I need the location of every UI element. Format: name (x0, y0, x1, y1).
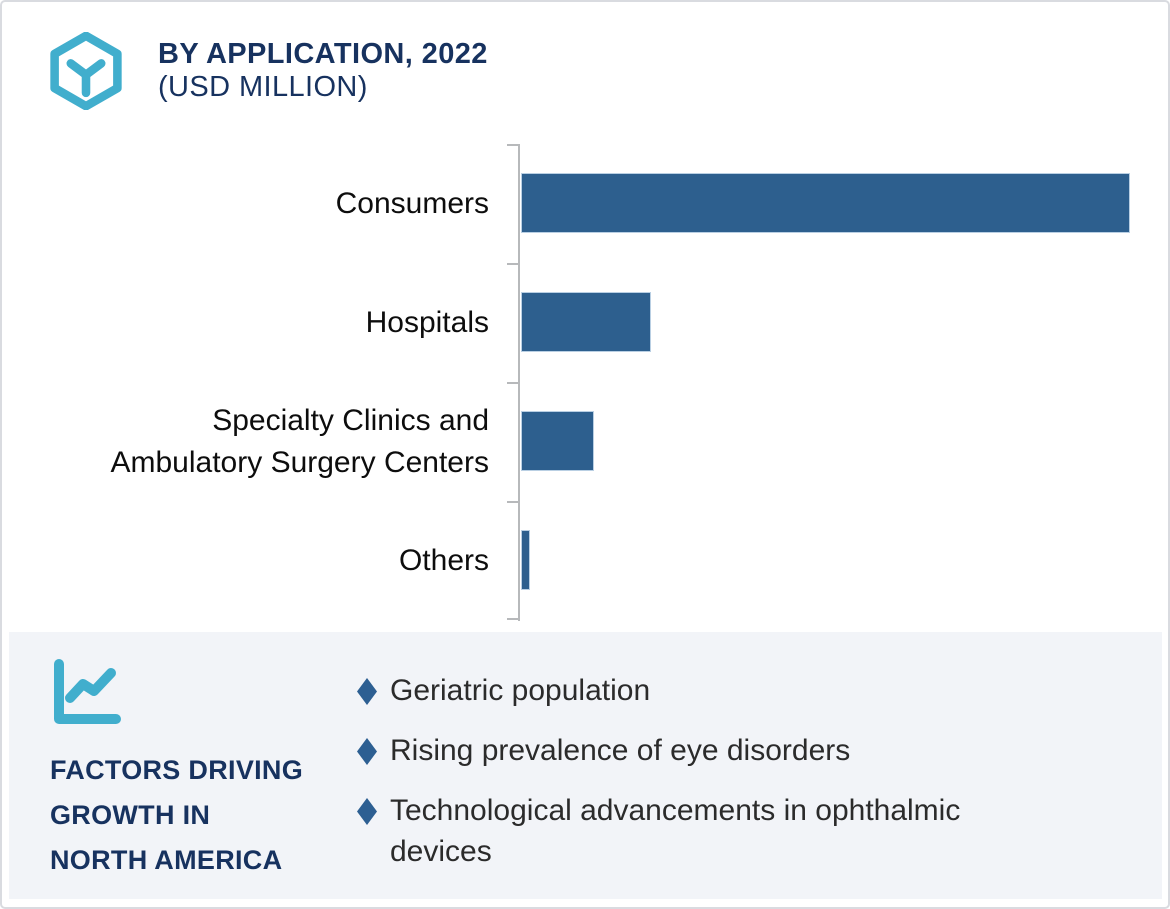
diamond-bullet-icon (357, 798, 377, 825)
panel-heading-line: NORTH AMERICA (50, 845, 283, 875)
factor-text: Geriatric population (390, 674, 651, 707)
chart-rows: Consumers Hospitals Specialty Clinics and A… (2, 144, 1168, 620)
factor-text: Technological advancements in ophthalmic… (390, 794, 961, 868)
axis-tick (507, 263, 519, 265)
factor-bullet: Geriatric population (357, 670, 1050, 711)
factor-bullet: Rising prevalence of eye disorders (357, 730, 1050, 771)
bar-0 (521, 173, 1130, 233)
diamond-bullet-icon (357, 738, 377, 765)
category-label: Hospitals (365, 305, 489, 339)
category-label: Consumers (335, 186, 489, 220)
y-axis-line (518, 144, 520, 621)
axis-tick (507, 618, 519, 620)
bar-chart: Consumers Hospitals Specialty Clinics and A… (2, 144, 1168, 621)
chart-row: Specialty Clinics and Ambulatory Surgery … (2, 382, 1168, 501)
category-label: Specialty Clinics and Ambulatory Surgery … (110, 403, 490, 479)
panel-heading: FACTORS DRIVING GROWTH IN NORTH AMERICA (50, 748, 303, 883)
bar-2 (521, 411, 595, 471)
panel-heading-line: GROWTH IN (50, 800, 211, 830)
chart-row: Hospitals (2, 263, 1168, 382)
axis-tick (507, 144, 519, 146)
factor-bullet-list: Geriatric population Rising prevalence of… (357, 670, 1050, 891)
category-label: Others (398, 543, 489, 577)
chart-row: Others (2, 501, 1168, 620)
chart-subtitle: (USD MILLION) (158, 71, 368, 103)
axis-tick (507, 501, 519, 503)
factor-bullet: Technological advancements in ophthalmic… (357, 790, 1050, 872)
bar-1 (521, 292, 651, 352)
chart-title: BY APPLICATION, 2022 (158, 38, 488, 70)
factors-panel: FACTORS DRIVING GROWTH IN NORTH AMERICA … (9, 632, 1162, 899)
factor-text: Rising prevalence of eye disorders (390, 734, 851, 767)
hexagon-y-icon (50, 32, 122, 110)
line-chart-icon (54, 659, 121, 724)
header: BY APPLICATION, 2022 (USD MILLION) (46, 32, 488, 110)
title-block: BY APPLICATION, 2022 (USD MILLION) (158, 32, 488, 104)
bar-3 (521, 530, 530, 590)
diamond-bullet-icon (357, 678, 377, 705)
chart-row: Consumers (2, 144, 1168, 263)
panel-heading-line: FACTORS DRIVING (50, 755, 304, 785)
axis-tick (507, 382, 519, 384)
